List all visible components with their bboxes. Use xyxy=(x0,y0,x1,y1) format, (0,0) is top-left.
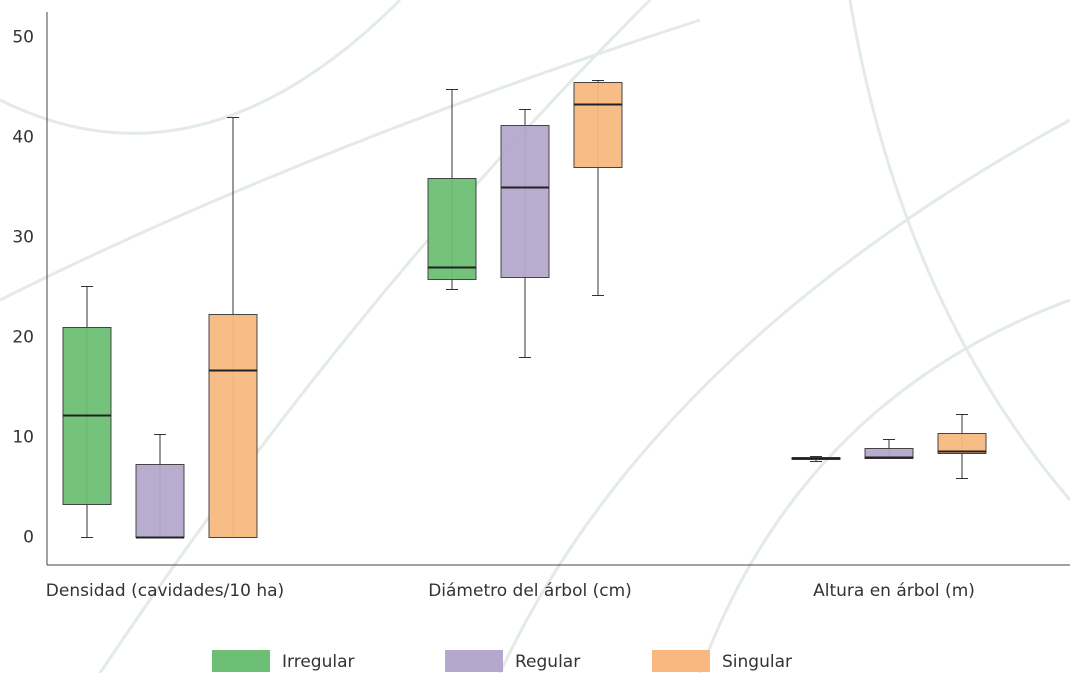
x-tick-label: Densidad (cavidades/10 ha) xyxy=(46,581,284,601)
box xyxy=(208,314,258,538)
y-tick-label: 10 xyxy=(12,428,34,448)
legend-swatch xyxy=(212,650,270,672)
box xyxy=(427,178,477,280)
legend-label: Irregular xyxy=(282,652,354,672)
legend-label: Regular xyxy=(515,652,580,672)
y-tick-label: 40 xyxy=(12,128,34,148)
y-tick-label: 50 xyxy=(12,28,34,48)
legend-swatch xyxy=(652,650,710,672)
legend-label: Singular xyxy=(722,652,792,672)
y-tick-label: 30 xyxy=(12,228,34,248)
box xyxy=(573,82,623,168)
box xyxy=(937,433,987,454)
box xyxy=(135,464,185,538)
y-tick-label: 0 xyxy=(23,528,34,548)
box xyxy=(500,125,550,278)
x-tick-label: Diámetro del árbol (cm) xyxy=(428,581,632,601)
legend-swatch xyxy=(445,650,503,672)
x-tick-label: Altura en árbol (m) xyxy=(813,581,975,601)
y-tick-label: 20 xyxy=(12,328,34,348)
